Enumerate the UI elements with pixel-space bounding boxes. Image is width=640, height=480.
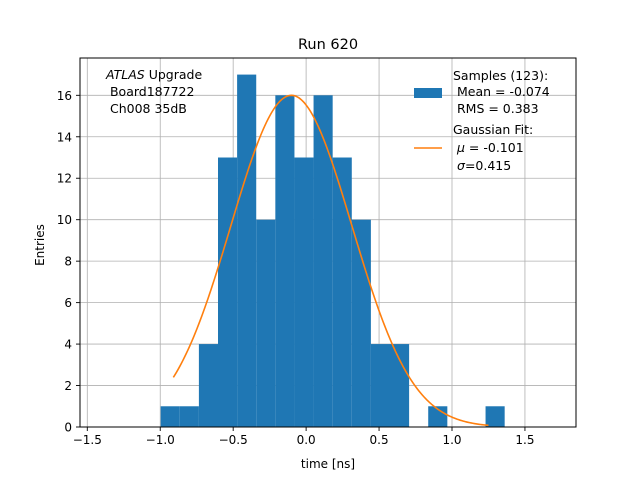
histogram-bars	[160, 74, 505, 428]
y-tick-label-8: 16	[57, 89, 72, 103]
histogram-bar-10	[351, 219, 371, 427]
x-tick-label-1: −1.0	[146, 433, 175, 447]
histogram-bar-12	[390, 344, 410, 427]
x-tick-label-4: 0.5	[370, 433, 389, 447]
legend-samples-mean: Mean = -0.074	[453, 84, 550, 99]
histogram-bar-4	[237, 74, 257, 428]
x-tick-label-2: −0.5	[219, 433, 248, 447]
histogram-bar-2	[198, 344, 219, 427]
annotation-channel: Ch008 35dB	[106, 101, 187, 116]
legend-fit-sigma: σ=0.415	[457, 158, 511, 173]
y-tick-label-2: 4	[64, 338, 72, 352]
x-axis-label: time [ns]	[301, 457, 355, 471]
plot-frame	[79, 57, 577, 428]
gaussian-fit-curve	[172, 94, 489, 427]
x-tick-label-6: 1.5	[515, 433, 534, 447]
y-tick-label-1: 2	[64, 379, 72, 393]
x-tick-label-0: −1.5	[73, 433, 102, 447]
legend-samples-rms: RMS = 0.383	[453, 101, 539, 116]
y-tick-label-3: 6	[64, 296, 72, 310]
upgrade-label: Upgrade	[145, 67, 203, 82]
histogram-bar-8	[313, 95, 333, 427]
gaussian-fit	[172, 94, 489, 427]
legend-fit-mu: μ = -0.101	[456, 140, 524, 155]
histogram-bar-1	[179, 406, 199, 427]
histogram-bar-11	[370, 344, 390, 427]
annotation-line-1: ATLAS Upgrade	[105, 67, 202, 82]
y-tick-label-0: 0	[64, 421, 72, 435]
axes: −1.5 −1.0 −0.5 0.0 0.5 1.0 1.5 0 2 4 6 8 10 12 14 16	[57, 57, 577, 447]
sigma-symbol: σ	[457, 158, 466, 173]
y-tick-label-7: 14	[57, 130, 72, 144]
legend: Samples (123): Mean = -0.074 RMS = 0.383…	[414, 68, 550, 173]
y-tick-label-5: 10	[57, 213, 72, 227]
histogram-bar-17	[485, 406, 505, 427]
histogram-bar-3	[218, 157, 238, 427]
y-tick-label-4: 8	[64, 255, 72, 269]
histogram-bar-5	[256, 219, 276, 427]
histogram-bar-0	[160, 406, 180, 427]
x-tick-label-5: 1.0	[442, 433, 461, 447]
sigma-value: =0.415	[465, 158, 511, 173]
legend-samples-title: Samples (123):	[453, 68, 548, 83]
histogram-bar-7	[294, 157, 314, 427]
atlas-label: ATLAS	[105, 67, 145, 82]
y-axis-label: Entries	[33, 224, 47, 266]
annotation-board: Board187722	[106, 84, 194, 99]
histogram-bar-9	[332, 157, 352, 427]
mu-symbol: μ	[456, 140, 465, 155]
y-tick-label-6: 12	[57, 172, 72, 186]
mu-value: = -0.101	[465, 140, 524, 155]
experiment-annotation: ATLAS Upgrade Board187722 Ch008 35dB	[105, 67, 202, 116]
legend-fit-title: Gaussian Fit:	[453, 122, 533, 137]
x-tick-label-3: 0.0	[297, 433, 316, 447]
legend-samples-swatch	[414, 88, 442, 98]
histogram-bar-6	[275, 95, 295, 427]
chart-title: Run 620	[298, 37, 358, 53]
